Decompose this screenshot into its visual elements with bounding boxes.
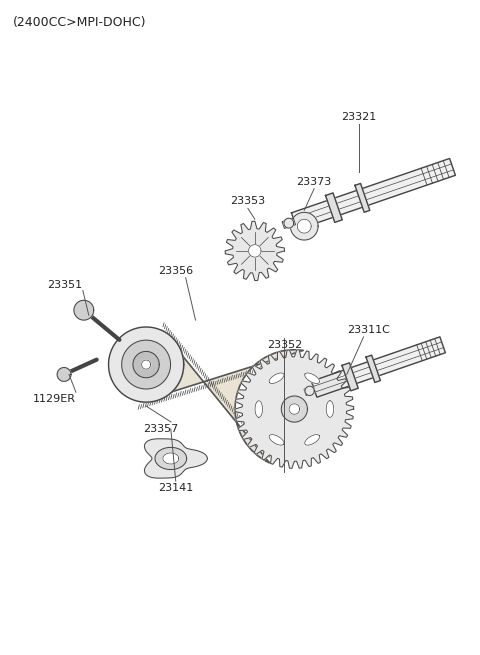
Text: 23353: 23353	[230, 196, 265, 206]
Polygon shape	[312, 337, 445, 397]
Polygon shape	[281, 396, 307, 422]
Polygon shape	[142, 360, 151, 369]
Polygon shape	[74, 301, 94, 320]
Text: 23351: 23351	[48, 280, 83, 290]
Polygon shape	[342, 363, 358, 391]
Text: (2400CC>MPI-DOHC): (2400CC>MPI-DOHC)	[12, 16, 146, 29]
Polygon shape	[305, 373, 320, 383]
Polygon shape	[355, 183, 370, 212]
Text: 23321: 23321	[341, 113, 376, 122]
Polygon shape	[122, 340, 170, 389]
Text: 23356: 23356	[158, 266, 193, 276]
Polygon shape	[289, 404, 300, 414]
Polygon shape	[155, 447, 187, 470]
Polygon shape	[305, 435, 320, 445]
Text: 23311C: 23311C	[347, 325, 390, 335]
Text: 23141: 23141	[158, 483, 193, 493]
Polygon shape	[304, 386, 315, 396]
Polygon shape	[305, 386, 314, 396]
Text: 23373: 23373	[297, 177, 332, 187]
Text: 23352: 23352	[267, 340, 302, 350]
Polygon shape	[325, 193, 342, 223]
Text: 1129ER: 1129ER	[33, 394, 76, 404]
Polygon shape	[297, 219, 311, 233]
Polygon shape	[133, 352, 159, 378]
Polygon shape	[255, 401, 263, 417]
Polygon shape	[225, 221, 285, 280]
Polygon shape	[235, 350, 354, 468]
Polygon shape	[284, 218, 294, 228]
Polygon shape	[141, 331, 303, 463]
Polygon shape	[366, 355, 381, 383]
Polygon shape	[282, 218, 296, 229]
Polygon shape	[163, 453, 179, 464]
Polygon shape	[291, 159, 456, 230]
Polygon shape	[144, 439, 207, 478]
Polygon shape	[57, 367, 71, 381]
Polygon shape	[326, 401, 334, 417]
Polygon shape	[290, 212, 318, 240]
Text: 23357: 23357	[144, 424, 179, 434]
Polygon shape	[249, 245, 261, 257]
Polygon shape	[269, 435, 284, 445]
Polygon shape	[108, 327, 184, 402]
Polygon shape	[269, 373, 284, 383]
